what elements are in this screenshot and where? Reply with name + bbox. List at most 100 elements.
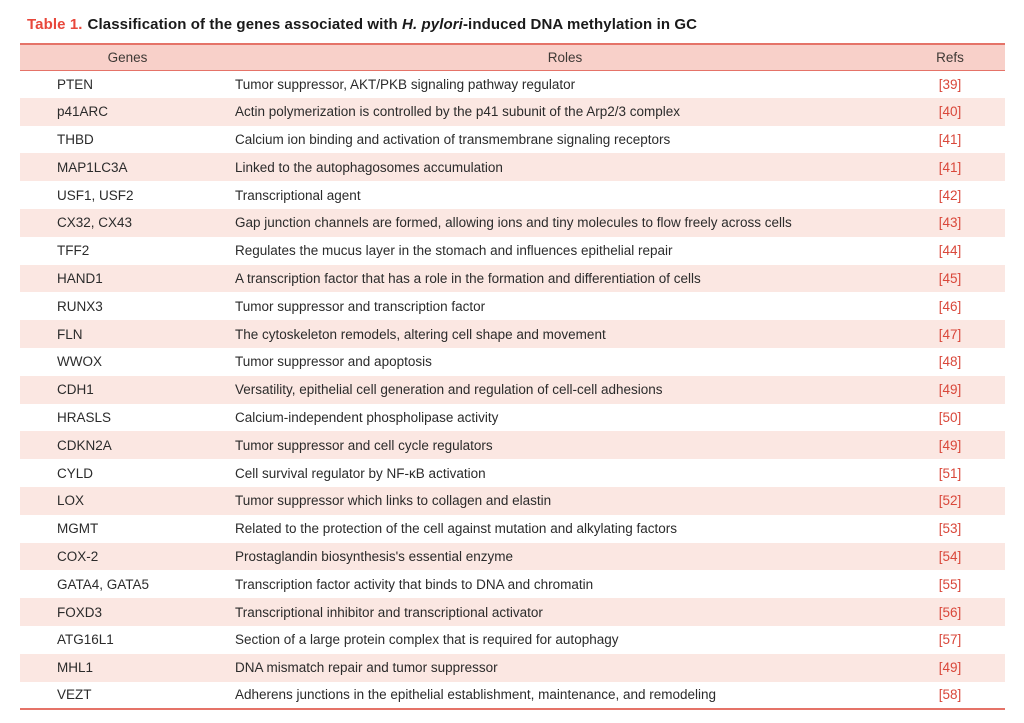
gene-cell: VEZT [57,687,92,703]
ref-citation-link[interactable]: [51] [938,465,962,481]
role-cell: Prostaglandin biosynthesis's essential e… [235,548,513,564]
ref-citation-link[interactable]: [53] [938,521,962,537]
gene-classification-table: Genes Roles Refs PTEN Tumor suppressor, … [20,43,1005,711]
ref-citation-link[interactable]: [52] [938,493,962,509]
gene-cell: p41ARC [57,104,109,120]
ref-citation-link[interactable]: [39] [938,76,962,92]
table-row: MGMT Related to the protection of the ce… [20,514,1005,543]
gene-cell: CX32, CX43 [57,215,133,231]
ref-citation-link[interactable]: [40] [938,104,962,120]
role-cell: Tumor suppressor and cell cycle regulato… [235,437,493,453]
table-row: THBD Calcium ion binding and activation … [20,125,1005,154]
ref-citation-link[interactable]: [47] [938,326,962,342]
role-cell: Related to the protection of the cell ag… [235,521,678,537]
table-row: ATG16L1 Section of a large protein compl… [20,625,1005,654]
gene-cell: THBD [57,131,94,147]
table-row: COX-2 Prostaglandin biosynthesis's essen… [20,542,1005,571]
role-cell: Transcriptional inhibitor and transcript… [235,604,543,620]
ref-citation-link[interactable]: [49] [938,660,962,676]
gene-cell: ATG16L1 [57,632,114,648]
role-cell: Actin polymerization is controlled by th… [235,104,680,120]
role-cell: DNA mismatch repair and tumor suppressor [235,660,498,676]
table-row: MHL1 DNA mismatch repair and tumor suppr… [20,653,1005,682]
ref-citation-link[interactable]: [43] [938,215,962,231]
role-cell: Linked to the autophagosomes accumulatio… [235,159,503,175]
gene-cell: USF1, USF2 [57,187,134,203]
table-body: PTEN Tumor suppressor, AKT/PKB signaling… [20,70,1005,710]
table-row: HRASLS Calcium-independent phospholipase… [20,403,1005,432]
table-caption-label: Table 1. [27,16,83,33]
ref-citation-link[interactable]: [49] [938,437,962,453]
gene-cell: MGMT [57,521,99,537]
ref-citation-link[interactable]: [58] [938,687,962,703]
gene-cell: MHL1 [57,660,94,676]
role-cell: Tumor suppressor which links to collagen… [235,493,552,509]
table-row: FLN The cytoskeleton remodels, altering … [20,320,1005,348]
table-row: WWOX Tumor suppressor and apoptosis [48] [20,347,1005,376]
role-cell: Tumor suppressor and transcription facto… [235,298,486,314]
table-row: LOX Tumor suppressor which links to coll… [20,486,1005,515]
gene-cell: PTEN [57,76,94,92]
table-row: HAND1 A transcription factor that has a … [20,264,1005,293]
column-header-genes: Genes [20,44,235,71]
ref-citation-link[interactable]: [56] [938,604,962,620]
gene-cell: LOX [57,493,85,509]
table-header: Genes Roles Refs [20,44,1005,71]
table-caption-italic: H. pylori [402,16,463,33]
role-cell: Section of a large protein complex that … [235,632,619,648]
gene-cell: HAND1 [57,270,103,286]
table-row: p41ARC Actin polymerization is controlle… [20,97,1005,126]
role-cell: Cell survival regulator by NF-κB activat… [235,465,486,481]
table-caption: Table 1. Classification of the genes asso… [27,16,1005,33]
role-cell: Gap junction channels are formed, allowi… [235,215,792,231]
gene-cell: GATA4, GATA5 [57,576,150,592]
ref-citation-link[interactable]: [46] [938,298,962,314]
ref-citation-link[interactable]: [48] [938,354,962,370]
ref-citation-link[interactable]: [42] [938,187,962,203]
gene-cell: FLN [57,326,83,342]
column-header-roles: Roles [235,44,895,71]
table-row: FOXD3 Transcriptional inhibitor and tran… [20,598,1005,626]
table-row: CDH1 Versatility, epithelial cell genera… [20,375,1005,404]
table-row: CYLD Cell survival regulator by NF-κB ac… [20,459,1005,487]
gene-cell: RUNX3 [57,298,103,314]
table-row: CDKN2A Tumor suppressor and cell cycle r… [20,431,1005,460]
table-row: USF1, USF2 Transcriptional agent [42] [20,181,1005,209]
ref-citation-link[interactable]: [55] [938,576,962,592]
gene-cell: CDH1 [57,382,94,398]
gene-cell: CDKN2A [57,437,112,453]
gene-cell: FOXD3 [57,604,103,620]
ref-citation-link[interactable]: [44] [938,243,962,259]
role-cell: Tumor suppressor, AKT/PKB signaling path… [235,76,576,92]
role-cell: Calcium-independent phospholipase activi… [235,409,499,425]
role-cell: Transcription factor activity that binds… [235,576,594,592]
table-caption-text-after: -induced DNA methylation in GC [462,16,698,33]
ref-citation-link[interactable]: [54] [938,548,962,564]
table-row: GATA4, GATA5 Transcription factor activi… [20,570,1005,599]
header-row: Genes Roles Refs [20,44,1005,71]
ref-citation-link[interactable]: [41] [938,131,962,147]
gene-cell: CYLD [57,465,94,481]
gene-cell: COX-2 [57,548,99,564]
ref-citation-link[interactable]: [57] [938,632,962,648]
gene-cell: HRASLS [57,409,112,425]
role-cell: Transcriptional agent [235,187,361,203]
table-row: CX32, CX43 Gap junction channels are for… [20,208,1005,237]
ref-citation-link[interactable]: [41] [938,159,962,175]
table-row: RUNX3 Tumor suppressor and transcription… [20,292,1005,321]
role-cell: Calcium ion binding and activation of tr… [235,131,671,147]
role-cell: A transcription factor that has a role i… [235,270,701,286]
table-row: VEZT Adherens junctions in the epithelia… [20,681,1005,710]
gene-cell: WWOX [57,354,102,370]
gene-cell: TFF2 [57,243,90,259]
table-row: TFF2 Regulates the mucus layer in the st… [20,236,1005,265]
column-header-refs: Refs [895,44,1005,71]
ref-citation-link[interactable]: [45] [938,270,962,286]
ref-citation-link[interactable]: [49] [938,382,962,398]
ref-citation-link[interactable]: [50] [938,409,962,425]
role-cell: Tumor suppressor and apoptosis [235,354,432,370]
table-caption-text-before: Classification of the genes associated w… [87,16,403,33]
role-cell: Adherens junctions in the epithelial est… [235,687,717,703]
table-row: MAP1LC3A Linked to the autophagosomes ac… [20,153,1005,182]
